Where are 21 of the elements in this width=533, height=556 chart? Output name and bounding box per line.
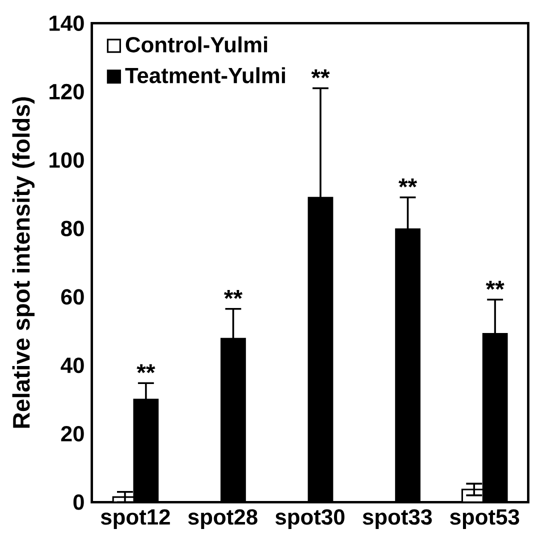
annotation: ** [311,69,330,78]
x-tick-label: spot33 [362,509,432,530]
annotation: ** [398,178,418,188]
annotation: ** [224,290,243,299]
y-tick-label: 0 [74,494,84,510]
y-tick-label: 80 [61,220,84,236]
legend-label: Control-Yulmi [126,36,268,52]
x-tick-label: spot53 [450,509,520,530]
legend-label: Teatment-Yulmi [125,67,286,84]
y-tick-label: 60 [61,289,84,305]
annotation: ** [486,280,504,290]
y-axis-title: Relative spot intensity (folds) [12,97,35,428]
y-tick-label: 120 [50,84,84,100]
x-tick-label: spot12 [101,509,170,530]
y-tick-label: 140 [50,16,84,31]
y-tick-label: 20 [61,426,84,442]
y-tick-label: 40 [60,358,84,374]
annotation: ** [136,364,156,374]
x-tick-label: spot28 [188,509,258,530]
x-tick-label: spot30 [276,509,345,530]
y-tick-label: 100 [50,152,84,168]
